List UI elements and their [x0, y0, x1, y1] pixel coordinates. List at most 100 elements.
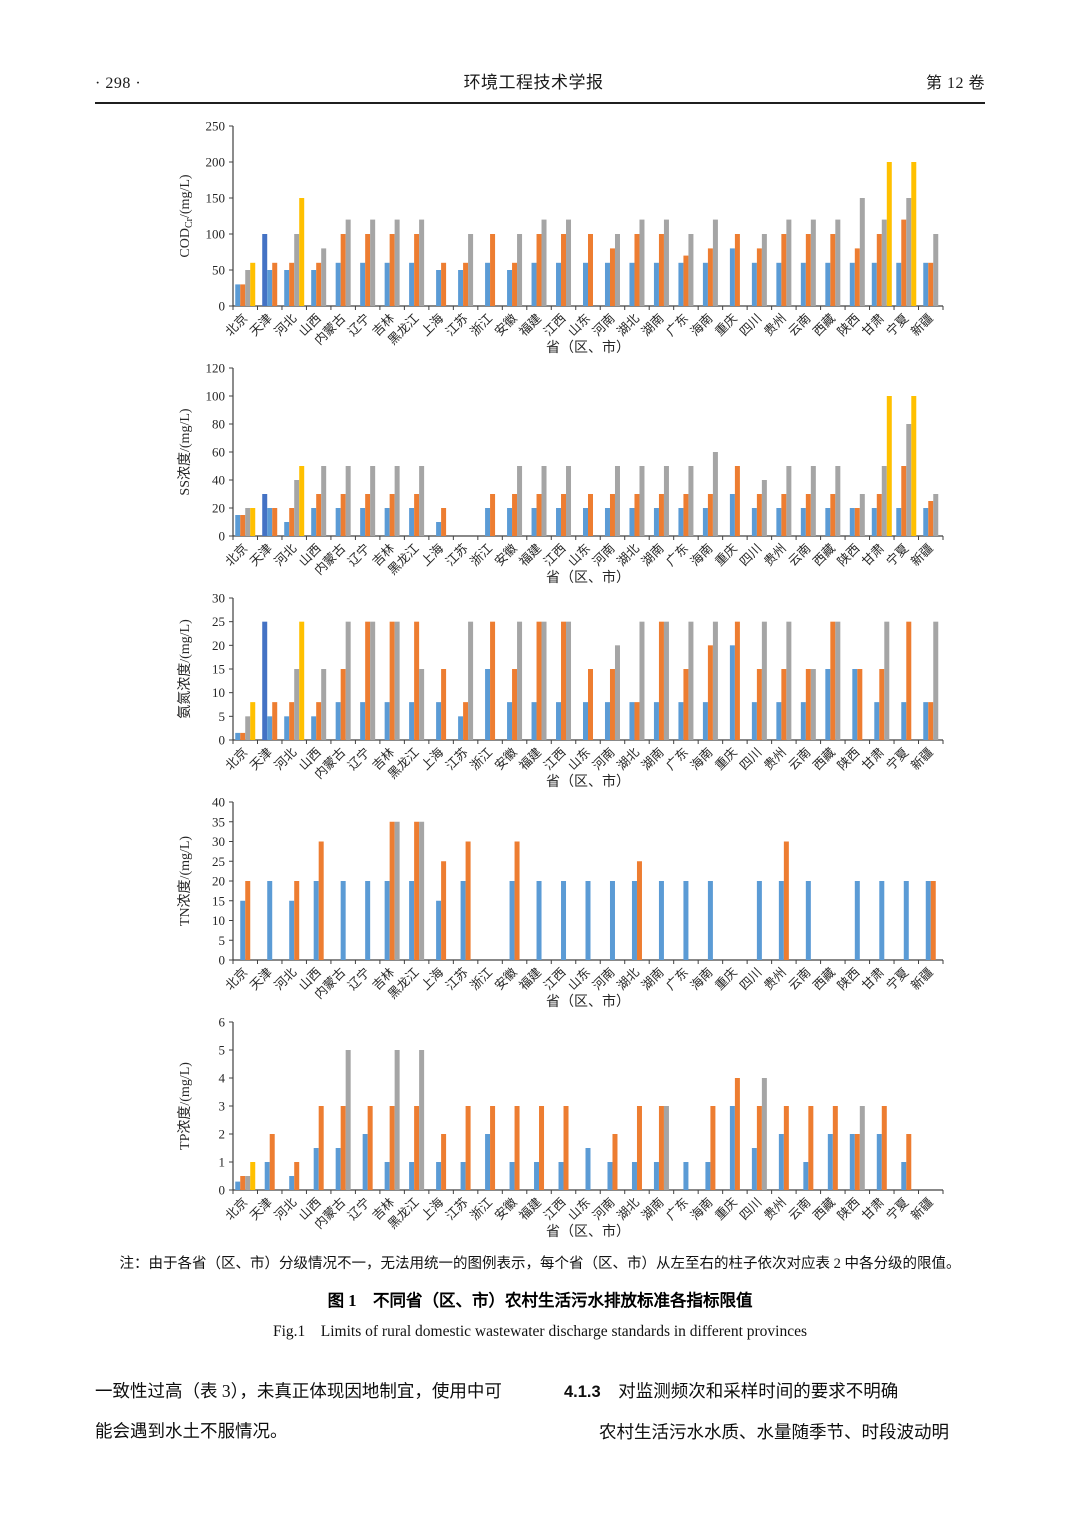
figure-caption-en: Fig.1 Limits of rural domestic wastewate…: [272, 1323, 808, 1340]
bar: [509, 881, 515, 960]
x-category-label: 上海: [418, 1194, 447, 1223]
bar: [340, 494, 346, 536]
x-category-label: 重庆: [712, 540, 741, 569]
bar: [240, 284, 246, 306]
x-category-label: 江苏: [442, 965, 470, 993]
bar: [531, 508, 537, 536]
bar: [240, 732, 246, 740]
x-axis-title: 省（区、市）: [546, 1223, 630, 1240]
bar: [365, 234, 371, 306]
bar: [683, 255, 689, 306]
figure-caption-cn: 图 1 不同省（区、市）农村生活污水排放标准各指标限值: [327, 1291, 753, 1310]
bar: [409, 1162, 415, 1190]
bar: [362, 1134, 368, 1190]
y-tick-label: 20: [212, 501, 225, 516]
chart-ss-svg: 020406080100120北京天津河北山西内蒙古辽宁吉林黑龙江上海江苏浙江安…: [177, 361, 944, 586]
bar: [561, 234, 567, 306]
bar: [800, 508, 806, 536]
bar: [614, 234, 620, 306]
bar: [783, 841, 789, 960]
bar: [313, 1148, 319, 1190]
x-category-label: 云南: [785, 311, 813, 339]
bar: [264, 1162, 270, 1190]
x-category-label: 湖北: [614, 744, 643, 773]
bar: [756, 494, 762, 536]
bar: [849, 262, 855, 306]
bar: [607, 1162, 613, 1190]
bar: [367, 1106, 373, 1190]
x-category-label: 陕西: [834, 541, 862, 569]
bar: [631, 1162, 637, 1190]
bar: [517, 234, 523, 306]
body-column-left: 一致性过高（表 3），未真正体现因地制宜，使用中可 能会遇到水土不服情况。: [95, 1371, 516, 1452]
bar: [933, 494, 939, 536]
bar: [566, 219, 572, 306]
x-category-label: 湖南: [638, 965, 666, 993]
bar: [485, 262, 491, 306]
bar: [683, 494, 689, 536]
y-axis-title: SS浓度/(mg/L): [177, 408, 193, 495]
bar: [262, 234, 268, 306]
bar: [299, 198, 305, 306]
bar: [250, 1162, 256, 1190]
x-category-label: 广东: [663, 541, 691, 569]
x-category-label: 河北: [272, 965, 300, 993]
body-column-right: 4.1.3 对监测频次和采样时间的要求不明确 农村生活污水水质、水量随季节、时段…: [564, 1371, 985, 1452]
bar: [394, 219, 400, 306]
x-category-label: 重庆: [712, 964, 741, 993]
bar: [810, 466, 816, 536]
x-category-label: 江苏: [442, 745, 470, 773]
chart-ammonia: 0 5 10 15 20 25 30 北京 天津 河北 山西 内蒙古 辽宁 吉林 黑龙江 上海 江苏 浙江 安徽 福建…: [85, 586, 1080, 790]
x-category-label: 新疆: [908, 1195, 936, 1223]
bar: [240, 900, 246, 960]
x-category-label: 北京: [223, 311, 251, 339]
bar: [536, 621, 542, 740]
bar: [901, 219, 907, 306]
x-category-label: 江西: [541, 965, 569, 993]
x-category-label: 江西: [541, 745, 569, 773]
bar: [631, 881, 637, 960]
y-tick-label: 5: [219, 933, 226, 948]
bar: [854, 508, 860, 536]
bar: [734, 234, 740, 306]
body-text: 一致性过高（表 3），未真正体现因地制宜，使用中可 能会遇到水土不服情况。 4.…: [95, 1371, 985, 1452]
y-tick-label: 2: [219, 1127, 226, 1142]
bar: [884, 621, 890, 740]
x-category-label: 江西: [541, 311, 569, 339]
bar: [928, 262, 934, 306]
x-category-label: 西藏: [810, 1195, 838, 1223]
bar: [803, 1162, 809, 1190]
bar: [609, 494, 615, 536]
y-tick-label: 25: [212, 614, 225, 629]
bar: [409, 702, 415, 740]
bar: [583, 702, 588, 740]
bar: [830, 494, 836, 536]
x-category-label: 河北: [272, 1195, 300, 1223]
bar: [609, 248, 615, 306]
bar: [712, 621, 718, 740]
bar: [871, 262, 877, 306]
bar: [394, 1050, 400, 1190]
bar: [751, 702, 757, 740]
y-tick-label: 15: [212, 662, 225, 677]
bar: [702, 702, 708, 740]
bar: [360, 508, 366, 536]
bar: [707, 494, 713, 536]
bar: [419, 821, 425, 960]
bar: [384, 881, 390, 960]
bar: [835, 621, 841, 740]
bar: [729, 1106, 735, 1190]
bar: [245, 508, 251, 536]
bar: [512, 262, 518, 306]
x-category-label: 辽宁: [344, 1195, 372, 1223]
y-tick-label: 80: [212, 417, 225, 432]
bar: [536, 234, 542, 306]
bar: [778, 881, 784, 960]
bar: [925, 881, 931, 960]
bar: [911, 396, 917, 536]
x-category-label: 四川: [737, 311, 765, 339]
bar: [541, 466, 547, 536]
bar: [272, 262, 278, 306]
bar: [751, 262, 757, 306]
bar: [394, 466, 400, 536]
